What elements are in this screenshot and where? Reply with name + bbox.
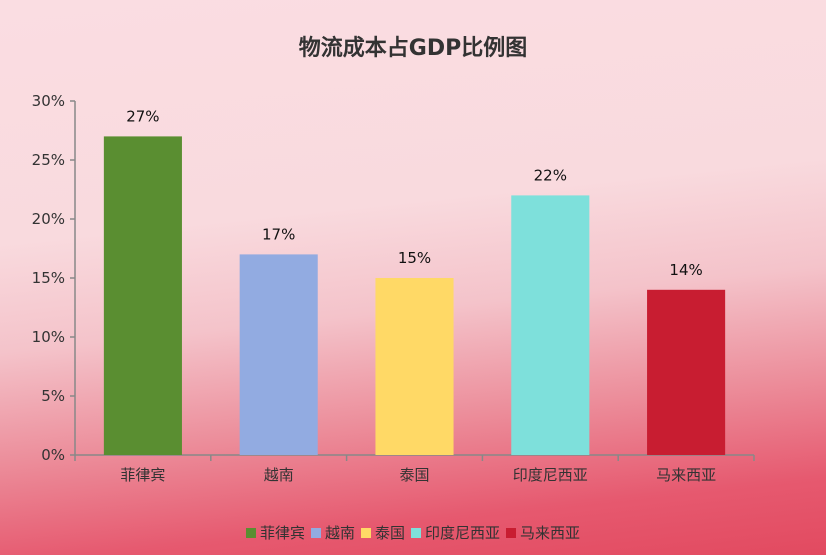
bar[interactable] bbox=[239, 254, 318, 455]
legend-item[interactable]: 越南 bbox=[310, 522, 355, 543]
bar-data-label: 17% bbox=[262, 225, 295, 243]
x-tick-label: 泰国 bbox=[399, 466, 429, 484]
legend-swatch bbox=[310, 527, 321, 538]
legend-swatch bbox=[506, 527, 517, 538]
x-tick-label: 印度尼西亚 bbox=[513, 466, 588, 484]
legend-swatch bbox=[411, 527, 421, 538]
y-tick-label: 30% bbox=[32, 92, 65, 110]
x-tick-label: 菲律宾 bbox=[120, 466, 165, 484]
y-tick-label: 0% bbox=[41, 446, 65, 464]
bar-data-label: 14% bbox=[669, 261, 702, 279]
legend-label: 菲律宾 bbox=[259, 524, 305, 542]
y-axis: 0% 5% 10% 15% 20% 25% 30% bbox=[32, 92, 76, 464]
bars-group bbox=[103, 136, 726, 455]
x-axis: 菲律宾 越南 泰国 印度尼西亚 马来西亚 bbox=[74, 454, 755, 484]
legend-item[interactable]: 马来西亚 bbox=[506, 522, 580, 543]
bar-data-label: 15% bbox=[398, 249, 431, 267]
y-tick-label: 25% bbox=[32, 151, 65, 169]
data-labels-group: 27% 17% 15% 22% 14% bbox=[126, 107, 703, 278]
legend-label: 泰国 bbox=[374, 524, 405, 542]
legend-item[interactable]: 印度尼西亚 bbox=[411, 522, 500, 543]
bar-data-label: 22% bbox=[534, 166, 567, 184]
legend: 菲律宾 越南 泰国 印度尼西亚 马来西亚 bbox=[0, 522, 826, 543]
bar[interactable] bbox=[511, 195, 590, 455]
legend-label: 马来西亚 bbox=[520, 524, 581, 542]
y-tick-label: 15% bbox=[32, 269, 65, 287]
y-tick-label: 10% bbox=[32, 328, 65, 346]
x-tick-label: 越南 bbox=[264, 466, 294, 484]
legend-swatch bbox=[360, 527, 371, 538]
legend-label: 印度尼西亚 bbox=[425, 524, 501, 542]
legend-item[interactable]: 菲律宾 bbox=[245, 522, 305, 543]
bar-data-label: 27% bbox=[126, 107, 159, 125]
y-tick-label: 20% bbox=[32, 210, 65, 228]
bar[interactable] bbox=[375, 278, 454, 455]
y-tick-label: 5% bbox=[41, 387, 65, 405]
bar[interactable] bbox=[647, 289, 726, 455]
chart-title: 物流成本占GDP比例图 bbox=[298, 36, 528, 61]
bar[interactable] bbox=[103, 136, 182, 455]
x-tick-label: 马来西亚 bbox=[656, 466, 716, 484]
bar-chart: 0% 5% 10% 15% 20% 25% 30% 菲律宾 越南 泰国 印度尼西亚 马来西亚 27%… bbox=[32, 92, 755, 484]
legend-item[interactable]: 泰国 bbox=[360, 522, 405, 543]
legend-swatch bbox=[245, 527, 256, 538]
legend-label: 越南 bbox=[324, 524, 355, 542]
